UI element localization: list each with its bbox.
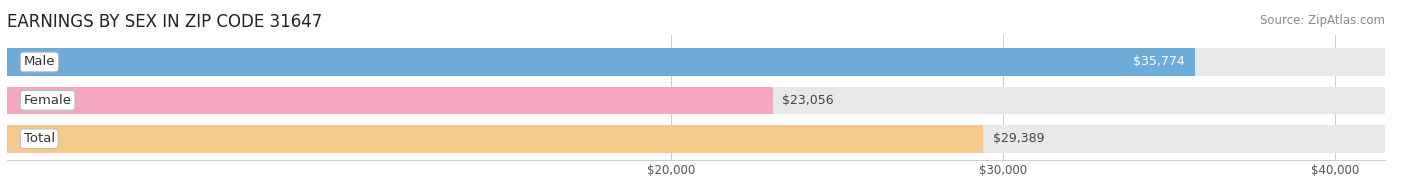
Text: Total: Total	[24, 132, 55, 145]
Bar	[7, 125, 1385, 153]
Bar	[7, 125, 983, 153]
Text: $35,774: $35,774	[1133, 56, 1185, 68]
Bar	[7, 87, 1385, 114]
Bar	[7, 48, 1385, 76]
Bar	[7, 87, 772, 114]
Text: EARNINGS BY SEX IN ZIP CODE 31647: EARNINGS BY SEX IN ZIP CODE 31647	[7, 13, 322, 31]
Text: Male: Male	[24, 56, 55, 68]
Text: Source: ZipAtlas.com: Source: ZipAtlas.com	[1260, 14, 1385, 27]
Text: $29,389: $29,389	[993, 132, 1045, 145]
Text: $23,056: $23,056	[783, 94, 834, 107]
Bar	[7, 48, 1195, 76]
Text: Female: Female	[24, 94, 72, 107]
